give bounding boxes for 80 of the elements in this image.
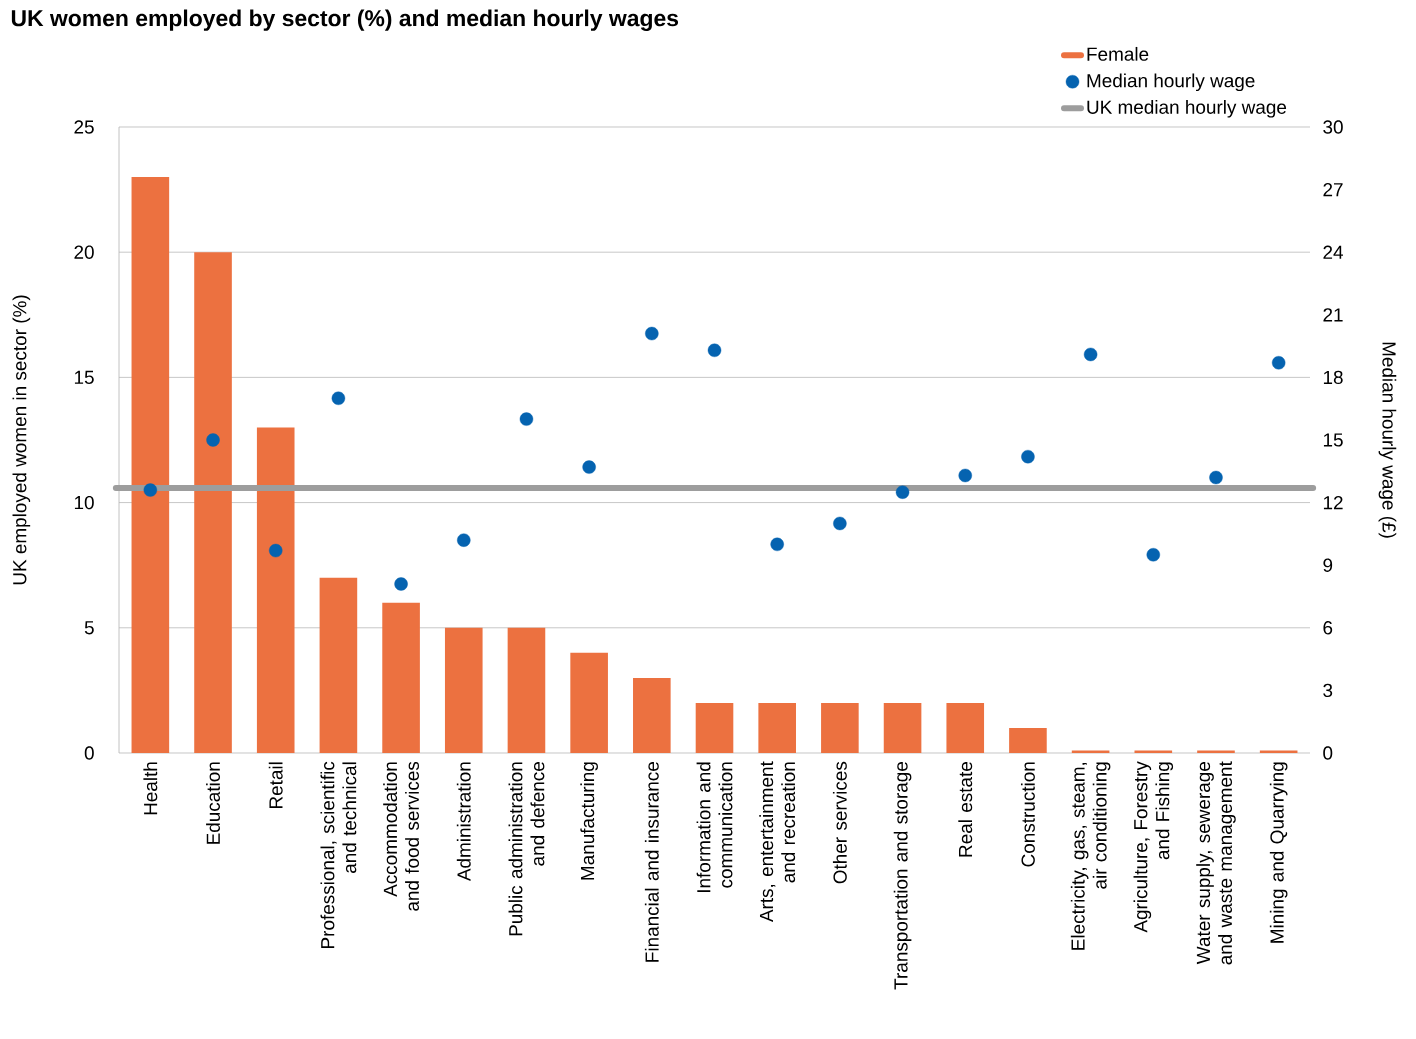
y2-tick-label: 12 — [1323, 495, 1343, 510]
legend-label: UK median hourly wage — [1087, 99, 1287, 118]
x-tick-label: Administration — [456, 762, 471, 882]
legend-label: Female — [1087, 46, 1149, 61]
bar — [570, 652, 608, 753]
bar — [946, 702, 985, 753]
bar — [1071, 750, 1110, 753]
y2-tick-label: 15 — [1323, 433, 1343, 447]
y2-tick-label: 30 — [1323, 120, 1343, 134]
point — [833, 516, 847, 531]
bar — [256, 427, 295, 753]
point — [143, 483, 158, 497]
point — [707, 343, 722, 357]
x-tick-label: Financial and insurance — [644, 762, 659, 962]
x-tick-label: Professional, scientific and technical — [320, 761, 357, 948]
point — [457, 533, 471, 547]
x-tick-label: Real estate — [958, 762, 973, 857]
x-tick-label: Construction — [1020, 762, 1035, 867]
point — [519, 412, 534, 426]
x-tick-label: Agriculture, Forestry and Fishing — [1133, 761, 1174, 933]
point — [1146, 548, 1160, 562]
bar — [444, 627, 483, 753]
x-tick-label: Retail — [268, 762, 283, 809]
bar — [1197, 750, 1235, 753]
y-tick-label: 25 — [74, 120, 94, 134]
x-tick-label: Water supply, sewerage and waste management — [1196, 761, 1236, 965]
y2-axis-title: Median hourly wage (£) — [1378, 342, 1397, 538]
bar — [507, 627, 546, 753]
point — [206, 433, 220, 447]
x-tick-label: Information and communication — [696, 762, 733, 892]
y2-tick-label: 24 — [1323, 245, 1343, 259]
x-tick-label: Health — [143, 762, 158, 815]
bar — [382, 602, 420, 753]
y2-tick-label: 0 — [1323, 746, 1333, 760]
bar — [633, 677, 671, 753]
y2-tick-label: 3 — [1323, 683, 1333, 698]
legend-label: Median hourly wage — [1087, 73, 1255, 92]
point — [895, 485, 910, 499]
y-tick-label: 15 — [74, 370, 94, 384]
point — [770, 537, 784, 552]
x-tick-label: Education — [206, 762, 220, 844]
y-tick-label: 0 — [84, 746, 94, 760]
point — [394, 577, 408, 591]
point — [331, 391, 346, 405]
point — [1271, 356, 1286, 370]
y2-tick-label: 9 — [1323, 558, 1333, 572]
x-tick-label: Arts, entertainment and recreation — [759, 761, 796, 923]
bar — [131, 177, 170, 753]
bar — [319, 577, 358, 753]
point — [1021, 449, 1035, 464]
point — [269, 543, 283, 558]
x-tick-label: Manufacturing — [580, 762, 598, 880]
y2-tick-label: 6 — [1323, 621, 1333, 635]
x-tick-label: Electricity, gas, steam, air conditioning — [1070, 762, 1111, 950]
bar — [883, 702, 922, 753]
x-tick-label: Mining and Quarrying — [1269, 762, 1288, 943]
y2-tick-label: 27 — [1323, 182, 1343, 197]
y-tick-label: 20 — [74, 245, 94, 259]
point — [582, 460, 596, 474]
point — [1083, 347, 1098, 362]
point — [645, 326, 659, 341]
bar — [1259, 750, 1298, 753]
bar — [1134, 750, 1173, 753]
point — [1209, 470, 1223, 485]
point — [958, 468, 972, 483]
y-tick-label: 10 — [74, 495, 94, 510]
y-tick-label: 5 — [84, 621, 94, 635]
bar — [695, 702, 734, 753]
bar — [1009, 727, 1047, 753]
bar — [194, 252, 232, 753]
y2-tick-label: 18 — [1323, 370, 1343, 385]
y-axis-title: UK employed women in sector (%) — [12, 295, 31, 585]
bar — [821, 702, 859, 753]
x-tick-label: Accommodation and food services — [383, 761, 419, 911]
x-tick-label: Other services — [832, 761, 847, 884]
y2-tick-label: 21 — [1323, 308, 1343, 322]
chart-title: UK women employed by sector (%) and median hourly wages — [11, 9, 679, 31]
x-tick-label: Public administration and defence — [508, 762, 545, 936]
bar — [758, 702, 796, 753]
x-tick-label: Transportation and storage — [893, 762, 912, 990]
